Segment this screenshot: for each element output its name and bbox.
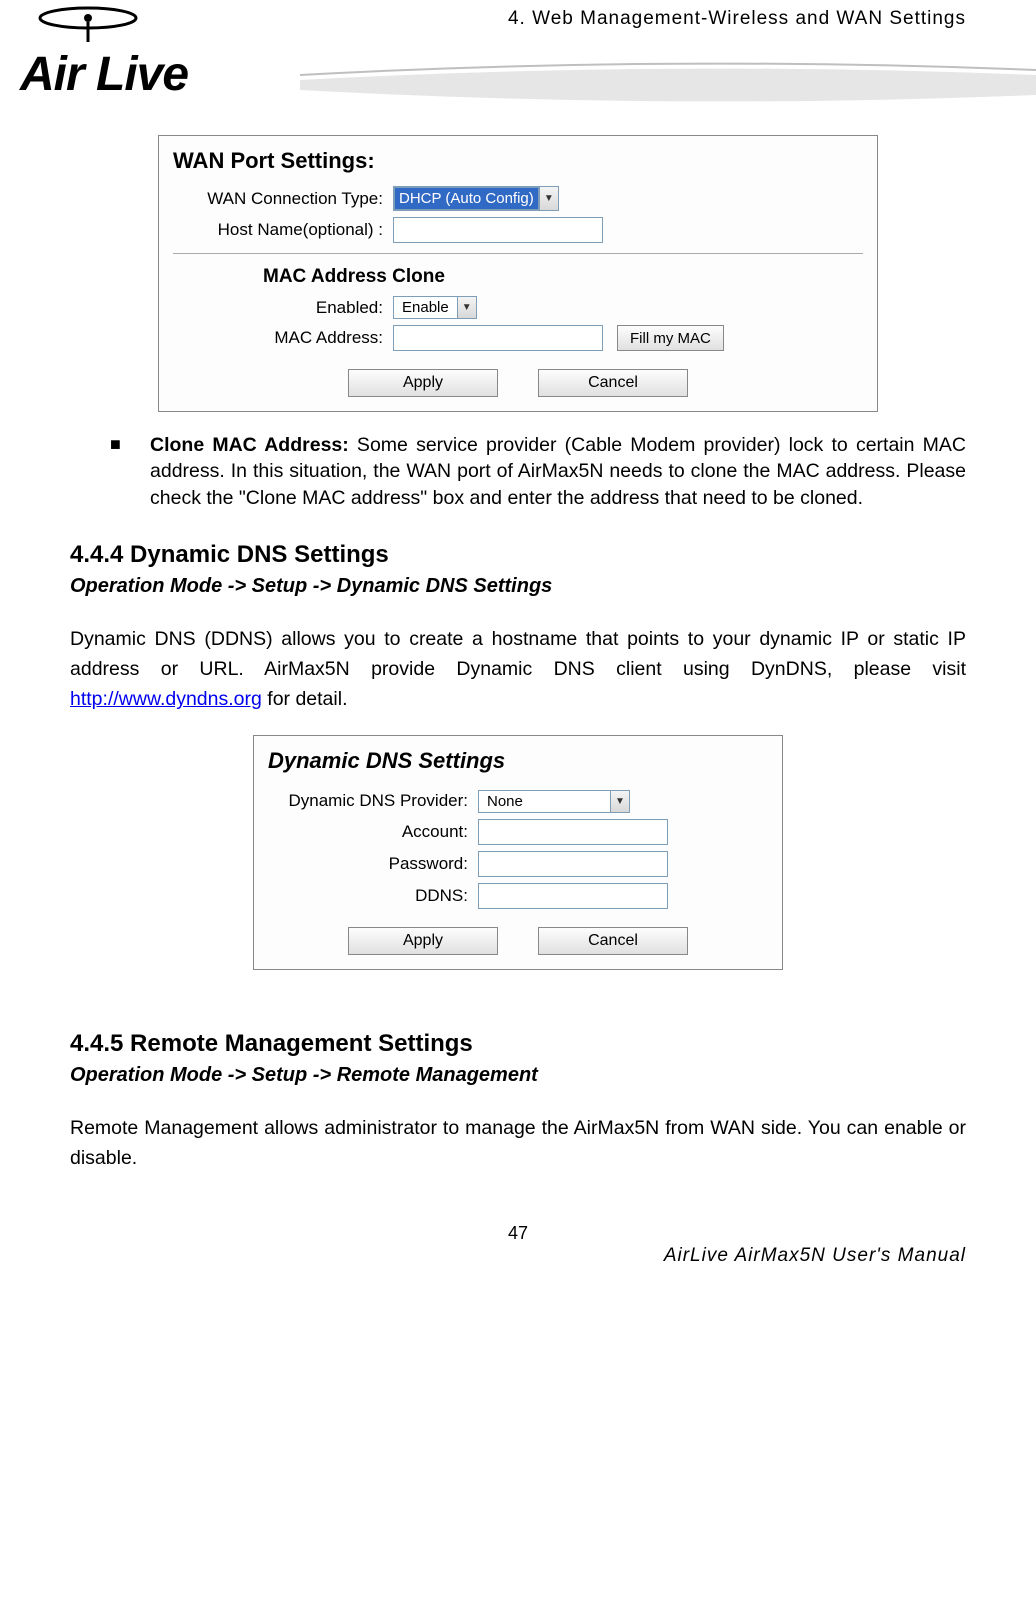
apply-button[interactable]: Apply bbox=[348, 369, 498, 397]
wan-conn-type-label: WAN Connection Type: bbox=[173, 189, 393, 209]
ddns-password-row: Password: bbox=[268, 851, 768, 877]
fill-mac-button[interactable]: Fill my MAC bbox=[617, 325, 724, 351]
host-name-input[interactable] bbox=[393, 217, 603, 243]
ddns-account-input[interactable] bbox=[478, 819, 668, 845]
mac-enabled-select[interactable]: Enable ▼ bbox=[393, 296, 477, 319]
wan-conn-type-value: DHCP (Auto Config) bbox=[394, 187, 539, 210]
page-header: 4. Web Management-Wireless and WAN Setti… bbox=[70, 0, 966, 115]
mac-address-label: MAC Address: bbox=[173, 328, 393, 348]
mac-address-row: MAC Address: Fill my MAC bbox=[173, 325, 863, 351]
ddns-button-row: Apply Cancel bbox=[268, 927, 768, 955]
ddns-host-input[interactable] bbox=[478, 883, 668, 909]
mac-enabled-label: Enabled: bbox=[173, 298, 393, 318]
remote-paragraph: Remote Management allows administrator t… bbox=[70, 1113, 966, 1173]
host-name-row: Host Name(optional) : bbox=[173, 217, 863, 243]
ddns-para-a: Dynamic DNS (DDNS) allows you to create … bbox=[70, 628, 966, 680]
page-number: 47 bbox=[508, 1223, 528, 1243]
ddns-password-input[interactable] bbox=[478, 851, 668, 877]
mac-enabled-value: Enable bbox=[394, 297, 457, 318]
ddns-para-b: for detail. bbox=[262, 688, 348, 710]
ddns-settings-panel: Dynamic DNS Settings Dynamic DNS Provide… bbox=[253, 735, 783, 970]
bullet-heading: Clone MAC Address: bbox=[150, 434, 349, 456]
mac-clone-heading: MAC Address Clone bbox=[263, 266, 863, 288]
chapter-title: 4. Web Management-Wireless and WAN Setti… bbox=[508, 8, 966, 30]
ddns-account-label: Account: bbox=[268, 822, 478, 842]
chevron-down-icon: ▼ bbox=[610, 791, 629, 812]
ddns-host-row: DDNS: bbox=[268, 883, 768, 909]
dyndns-link[interactable]: http://www.dyndns.org bbox=[70, 688, 262, 710]
section-4-4-5-path: Operation Mode -> Setup -> Remote Manage… bbox=[70, 1064, 966, 1087]
ddns-provider-row: Dynamic DNS Provider: None ▼ bbox=[268, 790, 768, 813]
ddns-provider-label: Dynamic DNS Provider: bbox=[268, 791, 478, 811]
manual-title: AirLive AirMax5N User's Manual bbox=[664, 1245, 966, 1267]
section-4-4-5-heading: 4.4.5 Remote Management Settings bbox=[70, 1030, 966, 1058]
brand-logo: Air Live bbox=[20, 0, 320, 102]
bullet-icon: ■ bbox=[110, 432, 150, 511]
ddns-password-label: Password: bbox=[268, 854, 478, 874]
header-swoosh bbox=[300, 55, 1036, 115]
clone-mac-bullet: ■ Clone MAC Address: Some service provid… bbox=[110, 432, 966, 511]
ddns-account-row: Account: bbox=[268, 819, 768, 845]
cancel-button[interactable]: Cancel bbox=[538, 369, 688, 397]
ddns-paragraph: Dynamic DNS (DDNS) allows you to create … bbox=[70, 624, 966, 715]
section-4-4-4-path: Operation Mode -> Setup -> Dynamic DNS S… bbox=[70, 575, 966, 598]
wan-title: WAN Port Settings: bbox=[173, 148, 863, 174]
wan-conn-type-row: WAN Connection Type: DHCP (Auto Config) … bbox=[173, 186, 863, 211]
divider bbox=[173, 253, 863, 254]
cancel-button[interactable]: Cancel bbox=[538, 927, 688, 955]
page-footer: 47 AirLive AirMax5N User's Manual bbox=[70, 1223, 966, 1244]
ddns-host-label: DDNS: bbox=[268, 886, 478, 906]
wan-settings-panel: WAN Port Settings: WAN Connection Type: … bbox=[158, 135, 878, 412]
mac-enabled-row: Enabled: Enable ▼ bbox=[173, 296, 863, 319]
host-name-label: Host Name(optional) : bbox=[173, 220, 393, 240]
mac-address-input[interactable] bbox=[393, 325, 603, 351]
section-4-4-4-heading: 4.4.4 Dynamic DNS Settings bbox=[70, 541, 966, 569]
wan-conn-type-select[interactable]: DHCP (Auto Config) ▼ bbox=[393, 186, 559, 211]
ddns-title: Dynamic DNS Settings bbox=[268, 748, 768, 774]
chevron-down-icon: ▼ bbox=[457, 297, 476, 318]
ddns-provider-value: None bbox=[479, 791, 610, 812]
bullet-text: Clone MAC Address: Some service provider… bbox=[150, 432, 966, 511]
chevron-down-icon: ▼ bbox=[539, 187, 558, 210]
ddns-provider-select[interactable]: None ▼ bbox=[478, 790, 630, 813]
wan-button-row: Apply Cancel bbox=[173, 369, 863, 397]
apply-button[interactable]: Apply bbox=[348, 927, 498, 955]
